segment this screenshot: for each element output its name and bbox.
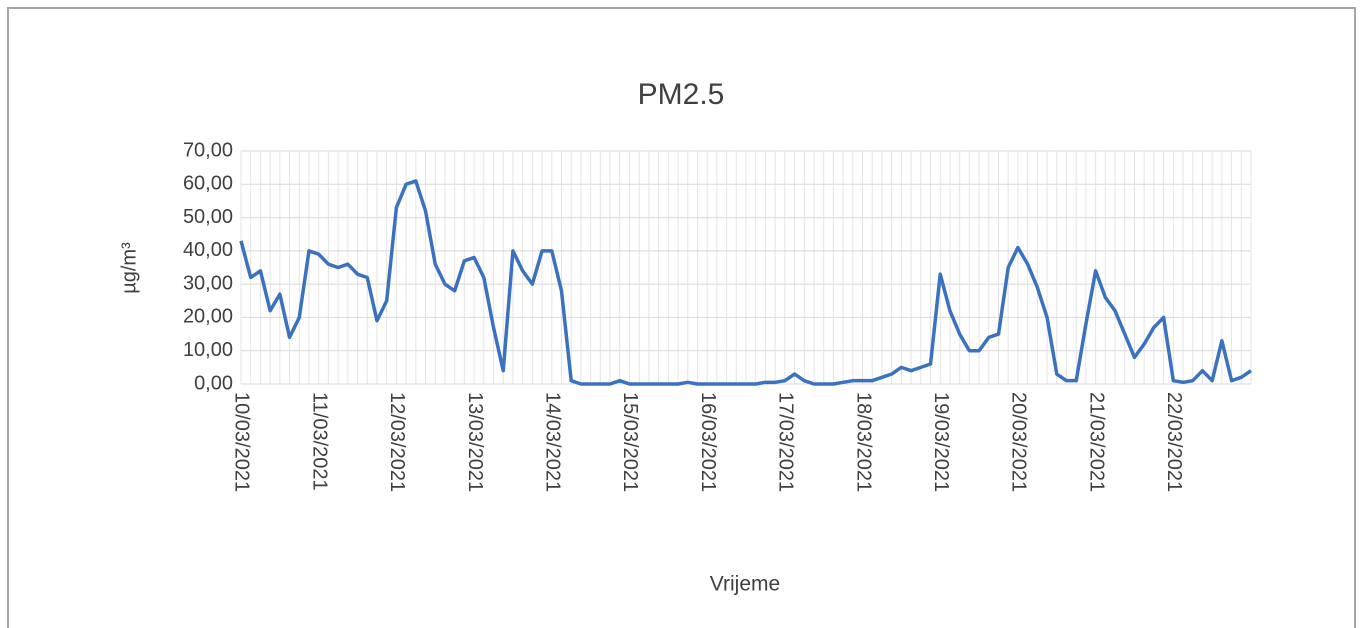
y-tick-label: 70,00 [183,139,233,161]
y-tick-label: 60,00 [183,173,233,195]
y-tick-label: 20,00 [183,306,233,328]
y-tick-label: 40,00 [183,239,233,261]
x-tick-label: 18/03/2021 [852,392,874,492]
x-tick-label: 16/03/2021 [697,392,719,492]
x-tick-label: 20/03/2021 [1008,392,1030,492]
x-tick-label: 17/03/2021 [775,392,797,492]
x-tick-label: 12/03/2021 [386,392,408,492]
data-line [239,179,1252,386]
x-tick-label: 19/03/2021 [930,392,952,492]
x-tick-label: 11/03/2021 [308,392,330,491]
x-tick-label: 22/03/2021 [1163,392,1185,492]
chart-border [7,7,1356,628]
x-axis-label: Vrijeme [710,573,780,596]
x-tick-label: 21/03/2021 [1085,392,1107,492]
y-tick-label: 0,00 [194,372,233,394]
x-tick-label: 15/03/2021 [619,392,641,492]
chart-title: PM2.5 [638,78,725,111]
y-tick-label: 10,00 [183,339,233,361]
x-tick-label: 10/03/2021 [231,392,253,492]
y-tick-label: 30,00 [183,272,233,294]
x-tick-label: 13/03/2021 [464,392,486,492]
y-tick-label: 50,00 [183,206,233,228]
y-axis-label: µg/m³ [118,242,140,294]
x-tick-label: 14/03/2021 [541,392,563,492]
